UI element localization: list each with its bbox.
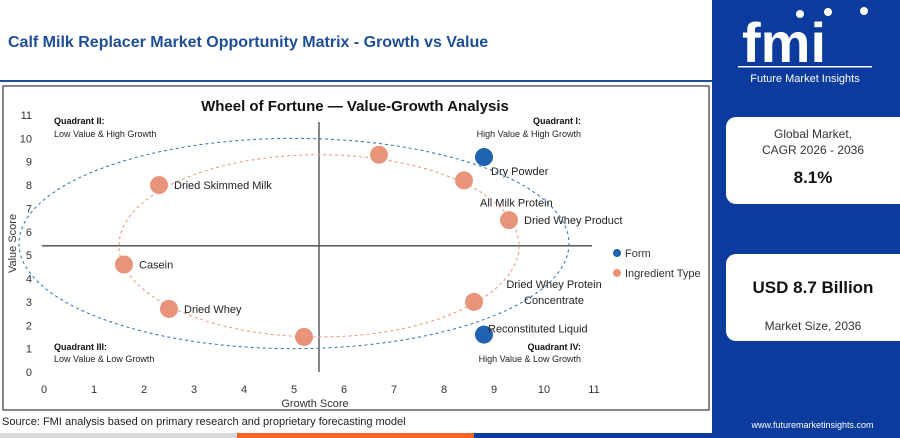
x-tick-label: 11 [588, 384, 599, 396]
quadrant-description: High Value & Low Growth [479, 354, 581, 364]
logo-tagline: Future Market Insights [750, 73, 860, 85]
data-point [370, 145, 388, 164]
data-point [500, 211, 518, 230]
quadrant-title: Quadrant II: [54, 116, 105, 126]
x-tick-label: 7 [391, 384, 397, 396]
cagr-card: Global Market, CAGR 2026 - 2036 8.1% [726, 117, 900, 204]
data-point-label: Reconstituted Liquid [488, 324, 588, 336]
y-tick-label: 5 [26, 250, 32, 262]
title-divider [0, 80, 712, 82]
data-point [160, 299, 178, 318]
data-point [150, 176, 168, 195]
footer-segment-blue [474, 433, 712, 438]
logo-underline [738, 66, 872, 68]
data-point-label: Dry Powder [491, 166, 549, 178]
chart-frame [2, 85, 710, 411]
y-tick-label: 3 [26, 297, 32, 309]
outer-wheel-ring [18, 137, 570, 350]
quadrant-title: Quadrant I: [533, 116, 581, 126]
legend-label: Form [625, 248, 651, 260]
data-point [115, 255, 133, 274]
cagr-label: Global Market, CAGR 2026 - 2036 [761, 127, 865, 157]
website-link[interactable]: www.futuremarketinsights.com [751, 420, 874, 430]
legend-label: Ingredient Type [625, 268, 701, 280]
quadrant-title: Quadrant III: [54, 342, 107, 352]
y-tick-label: 4 [26, 274, 32, 286]
cagr-value: 8.1% [793, 168, 833, 187]
y-tick-label: 10 [20, 133, 32, 145]
x-tick-label: 5 [291, 384, 297, 396]
chart-title: Wheel of Fortune — Value-Growth Analysis [201, 98, 509, 115]
data-point-label: Dried Skimmed Milk [174, 180, 272, 192]
x-tick-label: 6 [341, 384, 347, 396]
data-point [465, 292, 483, 311]
market-size-label: Market Size, 2036 [764, 319, 862, 333]
data-point-label: Dried Whey Product [524, 215, 622, 227]
x-tick-label: 10 [538, 384, 550, 396]
inner-wheel-ring [118, 154, 520, 338]
legend-marker [613, 249, 621, 257]
legend-marker [613, 269, 621, 277]
footer-color-bar [0, 433, 712, 438]
x-tick-label: 8 [441, 384, 447, 396]
page-title: Calf Milk Replacer Market Opportunity Ma… [8, 34, 489, 51]
footer-segment-grey [0, 433, 237, 438]
x-axis-label: Growth Score [281, 398, 348, 410]
y-tick-label: 7 [26, 203, 32, 215]
logo-figure-icon [860, 7, 868, 15]
logo-figure-icon [824, 8, 832, 16]
market-size-card: USD 8.7 Billion Market Size, 2036 [726, 254, 900, 341]
data-point [455, 171, 473, 190]
opportunity-matrix-chart: Wheel of Fortune — Value-Growth Analysis… [2, 85, 710, 411]
x-tick-label: 1 [91, 384, 97, 396]
data-point [475, 148, 493, 167]
logo-figure-icon [796, 10, 804, 18]
data-point [295, 327, 313, 346]
x-tick-label: 0 [41, 384, 47, 396]
data-point-label: Dried Whey [184, 304, 242, 316]
sidebar: fmi Future Market Insights Global Market… [712, 0, 900, 438]
x-tick-label: 9 [491, 384, 497, 396]
data-point [475, 325, 493, 344]
quadrant-description: Low Value & High Growth [54, 129, 156, 139]
fmi-logo: fmi Future Market Insights [738, 7, 872, 85]
x-tick-label: 4 [241, 384, 247, 396]
x-tick-label: 2 [141, 384, 147, 396]
y-tick-label: 2 [26, 320, 32, 332]
quadrant-description: High Value & High Growth [477, 129, 581, 139]
x-tick-label: 3 [191, 384, 197, 396]
logo-mark: fmi [742, 11, 826, 74]
data-point-label: Dried Whey Protein Concentrate [506, 279, 601, 307]
y-tick-label: 11 [21, 110, 32, 122]
y-axis-label: Value Score [7, 214, 19, 273]
y-tick-label: 0 [26, 367, 32, 379]
quadrant-description: Low Value & Low Growth [54, 354, 154, 364]
data-point-label: Casein [139, 260, 173, 272]
quadrant-title: Quadrant IV: [527, 342, 581, 352]
y-tick-label: 1 [26, 344, 32, 356]
market-size-value: USD 8.7 Billion [752, 278, 874, 297]
y-tick-label: 9 [26, 157, 32, 169]
y-tick-label: 8 [26, 180, 32, 192]
y-tick-label: 6 [26, 227, 32, 239]
data-point-label: All Milk Protein [480, 197, 553, 209]
source-note: Source: FMI analysis based on primary re… [2, 416, 406, 428]
footer-segment-orange [237, 433, 474, 438]
